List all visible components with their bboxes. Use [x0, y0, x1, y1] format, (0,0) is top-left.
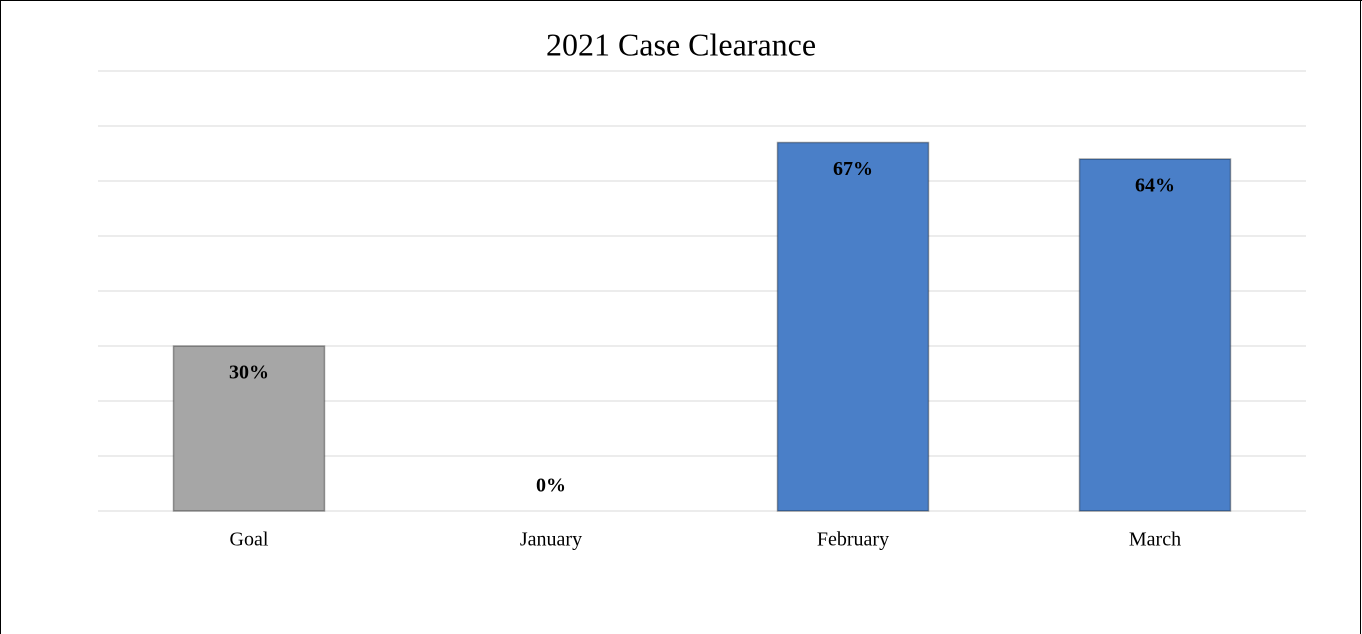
chart-title: 2021 Case Clearance: [546, 26, 816, 62]
x-tick-label: Goal: [230, 529, 269, 551]
bar: [172, 345, 326, 512]
bar: [776, 141, 930, 512]
x-tick-label: January: [520, 529, 582, 551]
data-label: 30%: [229, 362, 269, 384]
data-label: 0%: [536, 475, 566, 497]
x-tick-label: February: [817, 529, 889, 551]
data-label: 64%: [1135, 175, 1175, 197]
bar: [1078, 158, 1232, 512]
data-label: 67%: [833, 158, 873, 180]
x-tick-label: March: [1129, 529, 1181, 551]
